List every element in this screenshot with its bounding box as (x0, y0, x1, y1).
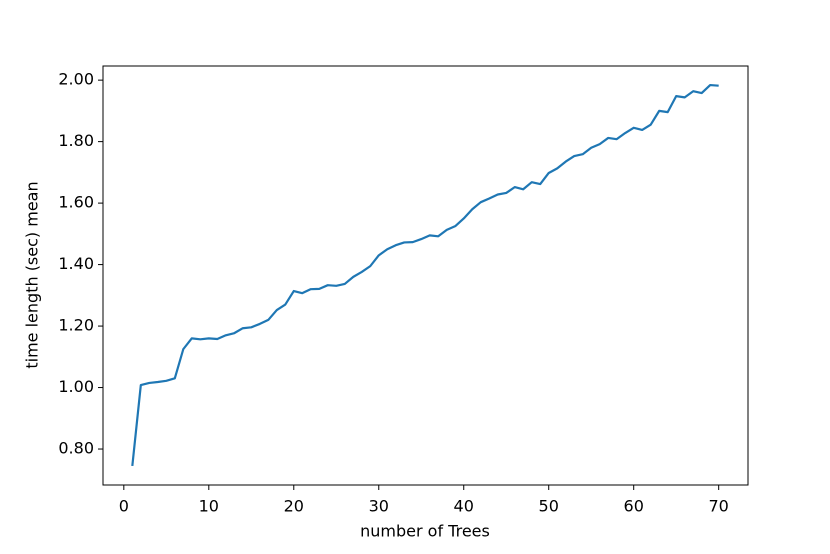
x-tick-label: 60 (624, 497, 644, 516)
y-tick-label: 0.80 (58, 439, 94, 458)
y-tick-label: 1.80 (58, 131, 94, 150)
y-axis-label: time length (sec) mean (23, 181, 42, 368)
x-tick-label: 70 (709, 497, 729, 516)
x-tick-label: 20 (284, 497, 304, 516)
y-tick-label: 1.00 (58, 377, 94, 396)
y-tick-label: 1.60 (58, 193, 94, 212)
x-tick-label: 40 (454, 497, 474, 516)
line-series (131, 83, 719, 467)
x-tick-label: 50 (539, 497, 559, 516)
y-tick-label: 1.20 (58, 316, 94, 335)
x-tick-label: 30 (369, 497, 389, 516)
x-tick-label: 10 (199, 497, 219, 516)
plot-frame (102, 65, 749, 486)
x-tick-label: 0 (119, 497, 129, 516)
y-tick-label: 1.40 (58, 254, 94, 273)
y-tick-label: 2.00 (58, 70, 94, 89)
x-axis-label: number of Trees (360, 522, 490, 541)
